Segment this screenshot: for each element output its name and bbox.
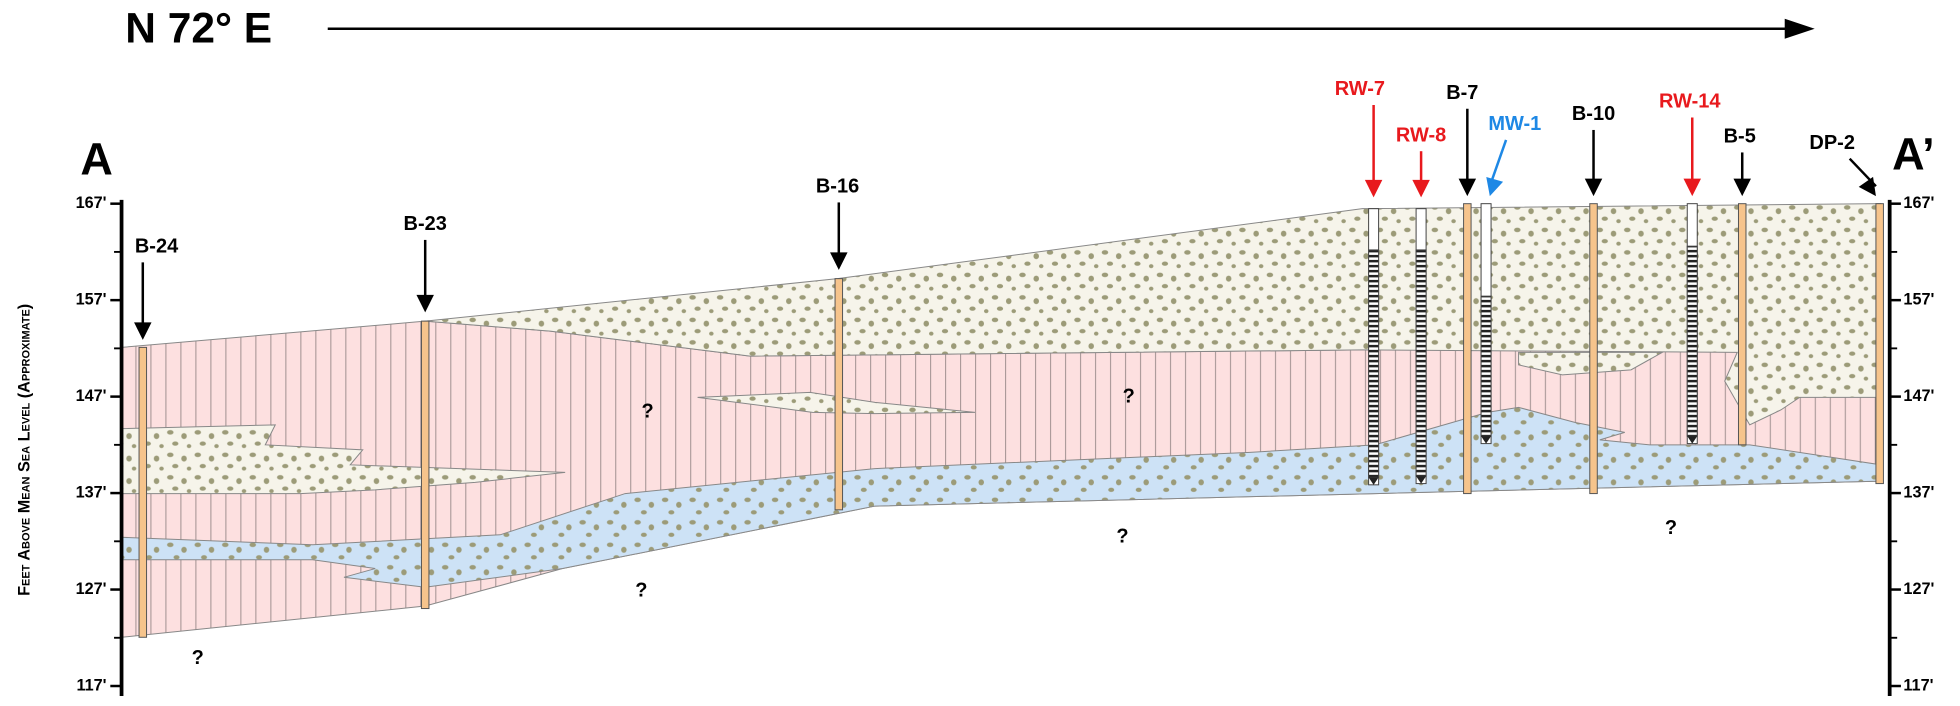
well-arrowhead (1365, 180, 1382, 197)
boring (835, 279, 842, 510)
well-label: B-10 (1572, 103, 1615, 125)
direction-arrowhead (1785, 19, 1815, 39)
well-screen (1416, 250, 1426, 476)
well-label: MW-1 (1488, 113, 1541, 135)
tick-label: 137' (1903, 483, 1934, 501)
well-arrowhead (1486, 177, 1503, 196)
unknown-marker: ? (192, 647, 204, 669)
boring (139, 347, 146, 637)
well-label: RW-14 (1659, 91, 1720, 113)
geology (122, 204, 1881, 638)
boring (421, 321, 428, 608)
well-label: B-23 (404, 213, 447, 235)
well-screen (1481, 296, 1491, 436)
cross-section: N 72° E A A’ Feet Above Mean Sea Level (… (0, 0, 1960, 706)
section-end: A’ (1892, 128, 1935, 179)
tick-label: 127' (76, 580, 107, 598)
tick-label: 117' (1903, 676, 1933, 694)
boring (1590, 204, 1597, 494)
well-screen (1369, 250, 1379, 477)
well-label: B-5 (1724, 126, 1756, 148)
tick-label: 147' (1903, 387, 1934, 405)
unknown-marker: ? (642, 401, 654, 423)
well-label: RW-7 (1335, 78, 1385, 100)
well-label: B-7 (1446, 82, 1478, 104)
unknown-marker: ? (1116, 526, 1128, 548)
tick-label: 147' (76, 387, 107, 405)
well-arrowhead (830, 252, 847, 269)
well-label: RW-8 (1396, 124, 1446, 146)
well-arrowhead (1412, 180, 1429, 197)
well-label: DP-2 (1809, 132, 1855, 154)
section-start: A (80, 133, 112, 184)
tick-label: 157' (76, 290, 107, 308)
axis-label: Feet Above Mean Sea Level (Approximate) (16, 304, 34, 596)
bearing: N 72° E (125, 5, 272, 52)
unknown-marker: ? (1665, 517, 1677, 539)
well-arrowhead (1459, 179, 1476, 196)
well-arrowhead (416, 295, 433, 312)
well-arrowhead (1733, 179, 1750, 196)
tick-label: 157' (1903, 290, 1934, 308)
boring (1876, 204, 1883, 484)
unknown-marker: ? (1123, 386, 1135, 408)
well-label: B-24 (135, 236, 178, 258)
tick-label: 167' (76, 194, 107, 212)
well-arrowhead (1859, 177, 1876, 196)
well-arrowhead (1585, 179, 1602, 196)
well-arrowhead (134, 322, 151, 339)
well-arrowhead (1684, 179, 1701, 196)
boring (1738, 204, 1745, 445)
boring (1464, 204, 1471, 494)
unknown-marker: ? (635, 579, 647, 601)
tick-label: 117' (76, 676, 106, 694)
tick-label: 137' (76, 483, 107, 501)
tick-label: 167' (1903, 194, 1934, 212)
tick-label: 127' (1903, 580, 1934, 598)
well-screen (1687, 246, 1697, 436)
well-label: B-16 (816, 176, 859, 198)
